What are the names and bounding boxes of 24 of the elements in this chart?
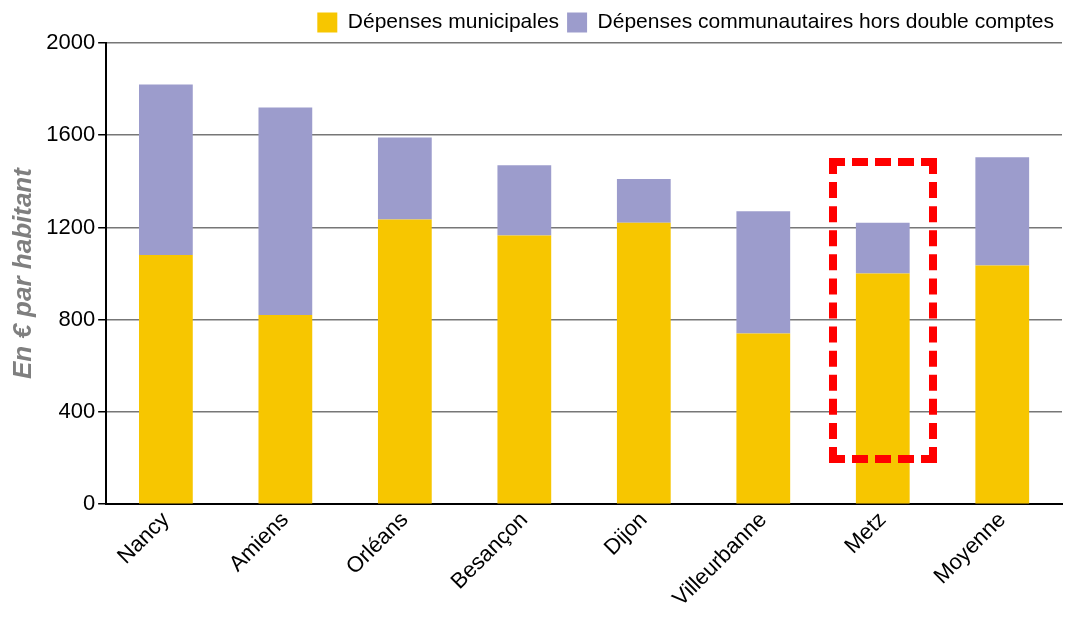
y-tick-label: 400 <box>58 397 96 423</box>
bar <box>616 222 671 504</box>
bar <box>258 107 313 316</box>
y-tick-label: 800 <box>58 305 96 331</box>
legend-label: Dépenses communautaires hors double comptes <box>597 9 1055 33</box>
y-tick-label: 1600 <box>46 121 96 147</box>
bar <box>258 315 313 504</box>
bar <box>736 211 791 334</box>
bar <box>975 265 1030 504</box>
bar <box>497 165 552 236</box>
legend-label: Dépenses municipales <box>347 9 560 33</box>
y-tick-label: 1200 <box>46 213 96 239</box>
bar <box>616 179 671 223</box>
bar <box>377 137 432 220</box>
bar <box>736 333 791 504</box>
y-tick-label: 2000 <box>46 29 96 55</box>
bar <box>139 255 193 504</box>
y-tick-label: 0 <box>82 490 96 516</box>
bar <box>855 222 910 274</box>
y-axis-title: En € par habitant <box>6 166 37 380</box>
bar <box>975 157 1030 266</box>
bar <box>139 84 193 256</box>
bar <box>377 219 432 504</box>
bar <box>497 235 552 504</box>
